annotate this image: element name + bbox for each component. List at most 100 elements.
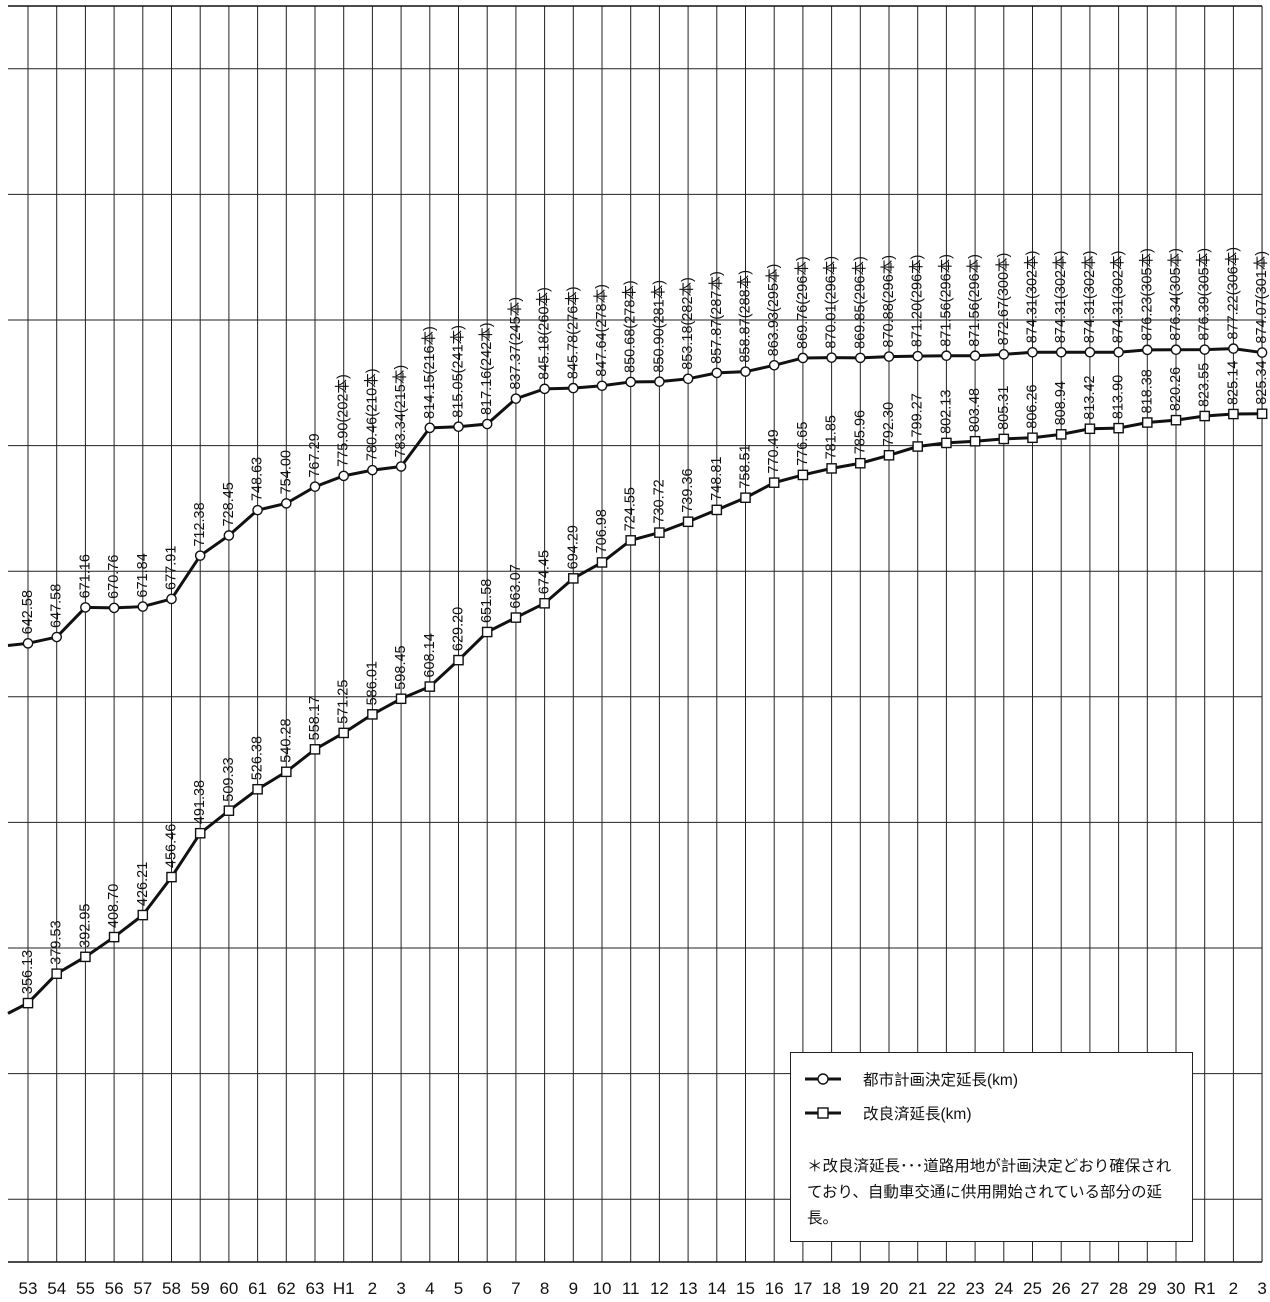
data-label-planned: 871.20(296本) — [909, 254, 926, 347]
x-tick-label: 22 — [937, 1279, 956, 1298]
data-label-improved: 776.65 — [795, 422, 811, 466]
point-improved — [768, 477, 780, 488]
data-label-planned: 876.23(305本) — [1138, 248, 1155, 341]
data-label-improved: 408.70 — [106, 884, 122, 928]
point-planned — [682, 373, 694, 385]
data-label-planned: 845.18(260本) — [536, 287, 553, 380]
data-label-improved: 823.55 — [1197, 363, 1213, 407]
point-planned — [453, 421, 464, 432]
data-label-improved: 356.13 — [20, 950, 36, 994]
point-improved — [252, 783, 263, 795]
point-improved — [883, 449, 895, 461]
x-tick-label: 8 — [540, 1279, 549, 1298]
point-planned — [1199, 344, 1210, 355]
point-improved — [309, 744, 321, 755]
point-improved — [1113, 422, 1124, 434]
point-improved — [166, 871, 177, 883]
data-label-improved: 586.01 — [364, 661, 380, 705]
point-improved — [539, 597, 550, 609]
data-label-planned: 647.58 — [49, 584, 65, 628]
point-improved — [1228, 408, 1239, 420]
data-label-planned: 874.07(301本) — [1253, 251, 1270, 344]
data-label-planned: 847.64(278本) — [593, 284, 610, 377]
x-tick-label: 16 — [765, 1279, 784, 1298]
point-planned — [481, 418, 493, 430]
data-label-improved: 629.20 — [451, 607, 467, 651]
point-planned — [826, 352, 837, 363]
point-improved — [108, 931, 120, 943]
x-tick-label: 61 — [248, 1279, 267, 1298]
data-label-improved: 799.27 — [910, 393, 926, 437]
data-label-improved: 730.72 — [651, 479, 667, 523]
point-improved — [223, 805, 235, 816]
point-planned — [855, 352, 866, 364]
x-tick-label: H1 — [333, 1279, 355, 1298]
x-tick-label: 62 — [277, 1279, 296, 1298]
point-planned — [797, 352, 809, 364]
data-label-improved: 758.51 — [738, 444, 754, 488]
legend-label-planned: 都市計画決定延長(km) — [863, 1072, 1018, 1089]
legend-label-improved: 改良済延長(km) — [863, 1106, 972, 1123]
x-tick-label: 63 — [306, 1279, 325, 1298]
data-label-improved: 663.07 — [508, 564, 524, 608]
data-label-improved: 813.90 — [1111, 375, 1127, 419]
data-label-improved: 456.46 — [164, 824, 180, 868]
point-improved — [1084, 423, 1096, 435]
data-label-planned: 871.56(296本) — [966, 254, 983, 347]
x-tick-label: 60 — [219, 1279, 238, 1298]
data-label-planned: 850.90(281本) — [650, 280, 667, 373]
data-label-improved: 820.26 — [1168, 367, 1184, 411]
x-tick-label: 20 — [880, 1279, 899, 1298]
point-planned — [51, 631, 63, 643]
data-label-planned: 874.31(302本) — [1081, 251, 1098, 344]
data-label-planned: 814.15(216本) — [421, 326, 438, 419]
point-planned — [22, 638, 34, 649]
point-improved — [941, 437, 952, 449]
data-label-improved: 379.53 — [49, 920, 65, 964]
x-tick-label: 59 — [191, 1279, 210, 1298]
x-tick-label: 9 — [569, 1279, 578, 1298]
point-improved — [625, 535, 636, 546]
x-tick-label: 26 — [1052, 1279, 1071, 1298]
data-label-planned: 874.31(302本) — [1024, 251, 1041, 344]
point-planned — [108, 602, 120, 614]
data-label-planned: 874.31(302本) — [1052, 251, 1069, 344]
point-improved — [1199, 410, 1210, 422]
x-tick-label: 21 — [908, 1279, 927, 1298]
point-improved — [510, 612, 522, 623]
data-label-improved: 706.98 — [594, 509, 610, 553]
x-tick-label: 4 — [425, 1279, 434, 1298]
point-improved — [568, 573, 579, 584]
x-tick-label: 3 — [1257, 1279, 1266, 1298]
data-label-improved: 748.81 — [709, 457, 725, 501]
x-tick-label: 17 — [793, 1279, 812, 1298]
data-label-improved: 802.13 — [938, 390, 954, 434]
x-tick-label: 14 — [707, 1279, 726, 1298]
data-label-planned: 837.37(245本) — [507, 297, 524, 390]
point-planned — [1113, 346, 1124, 358]
circle-marker-icon — [805, 1073, 841, 1085]
data-label-improved: 526.38 — [250, 736, 266, 780]
x-tick-label: 25 — [1023, 1279, 1042, 1298]
point-improved — [797, 469, 809, 481]
point-improved — [367, 709, 378, 720]
data-label-planned: 783.34(215本) — [392, 365, 409, 458]
point-planned — [1084, 346, 1096, 358]
data-label-planned: 872.67(300本) — [995, 253, 1012, 346]
data-label-planned: 754.00 — [278, 450, 294, 494]
point-improved — [51, 968, 62, 980]
x-tick-label: 58 — [162, 1279, 181, 1298]
data-label-improved: 805.31 — [996, 386, 1012, 430]
legend-item-improved: 改良済延長(km) — [805, 1101, 972, 1125]
data-label-planned: 870.01(296本) — [823, 256, 840, 349]
point-planned — [568, 382, 579, 394]
point-improved — [281, 766, 292, 778]
data-label-planned: 670.76 — [106, 555, 122, 599]
data-label-improved: 781.85 — [824, 415, 840, 459]
data-label-planned: 767.29 — [307, 433, 323, 477]
point-improved — [711, 504, 723, 516]
data-label-planned: 671.84 — [135, 553, 151, 597]
point-improved — [855, 457, 866, 469]
x-tick-label: 10 — [593, 1279, 612, 1298]
point-improved — [912, 441, 923, 452]
